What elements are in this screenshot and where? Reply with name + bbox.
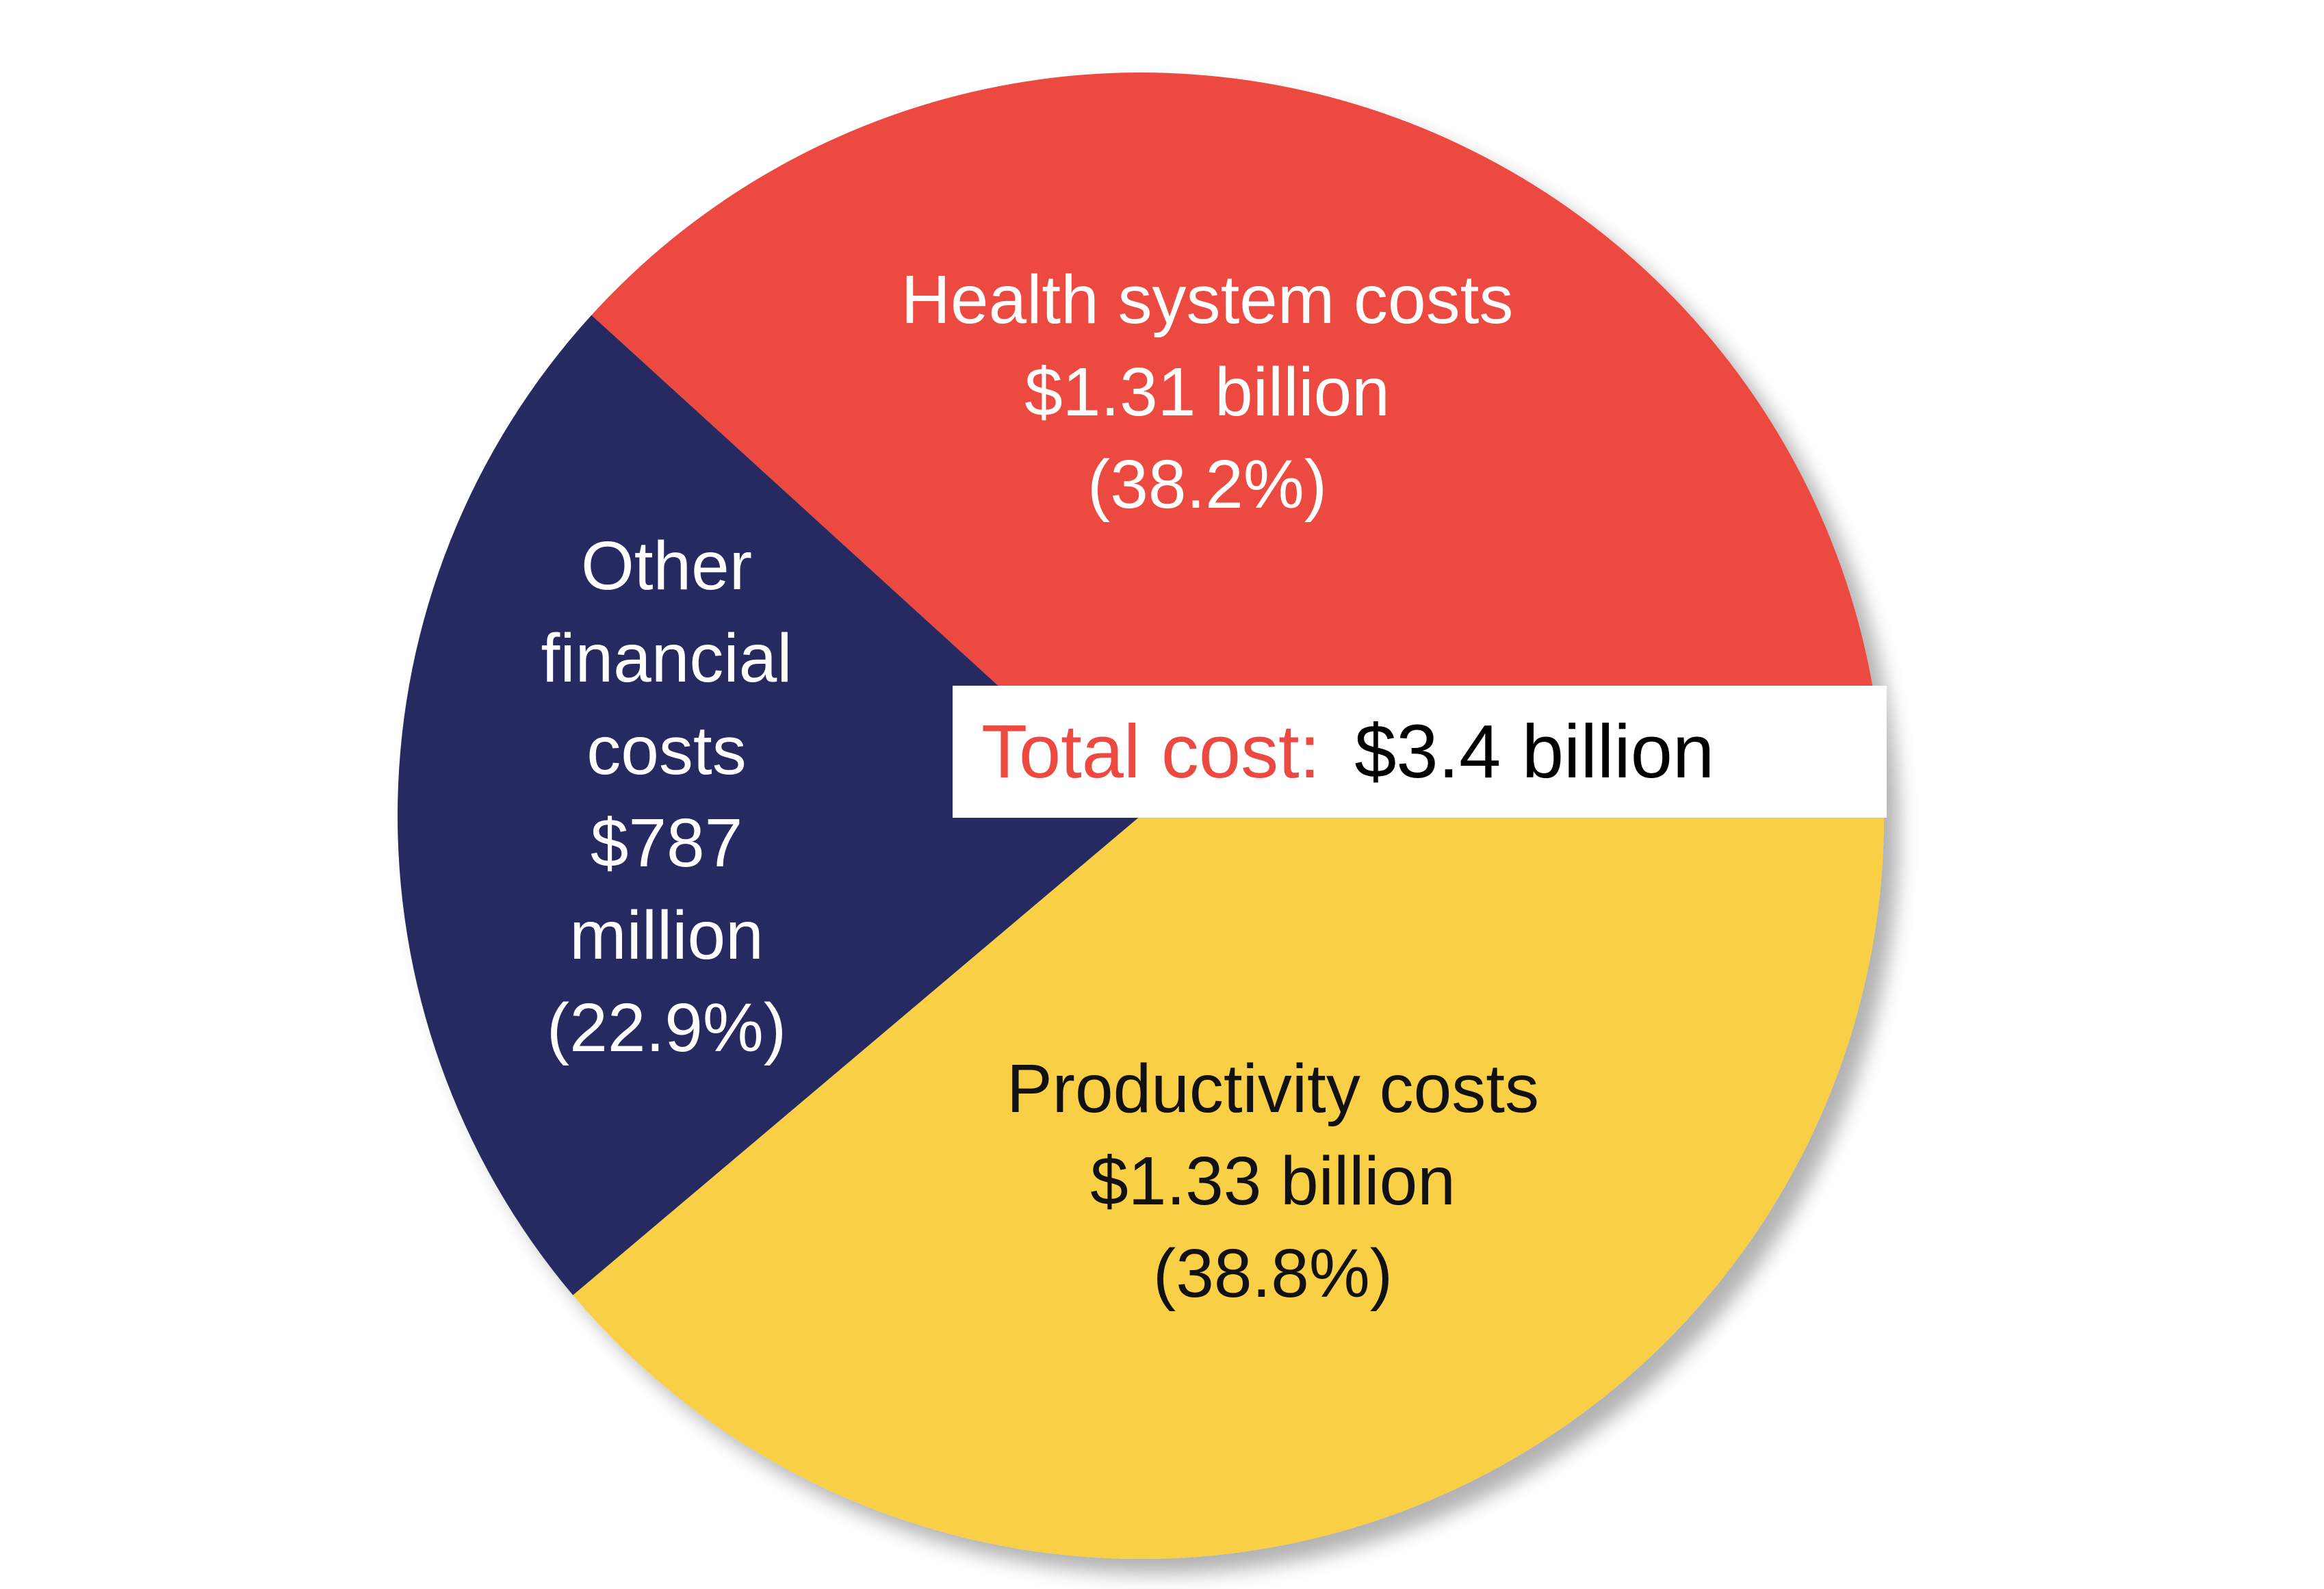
slice-name: Other financial costs <box>541 528 792 789</box>
total-value: $3.4 billion <box>1354 710 1715 794</box>
slice-amount: $787 million <box>569 805 764 974</box>
slice-percent: (38.2%) <box>1087 446 1328 523</box>
pie-slice <box>573 816 1884 1559</box>
pie-slice <box>397 315 1141 1295</box>
pie-slice <box>591 72 1884 816</box>
slice-name: Health system costs <box>901 261 1514 338</box>
slice-label: Health system costs $1.31 billion (38.2%) <box>797 254 1618 531</box>
slice-percent: (22.9%) <box>546 990 787 1066</box>
slice-label: Other financial costs $787 million (22.9%) <box>489 520 844 1074</box>
total-label: Total cost: <box>981 710 1321 794</box>
slice-percent: (38.8%) <box>1152 1235 1393 1312</box>
total-box: Total cost: $3.4 billion <box>953 686 1887 818</box>
pie <box>397 72 1884 1559</box>
slice-amount: $1.33 billion <box>1090 1143 1456 1219</box>
slice-amount: $1.31 billion <box>1024 354 1390 430</box>
slice-name: Productivity costs <box>1006 1050 1540 1127</box>
slice-label: Productivity costs $1.33 billion (38.8%) <box>862 1043 1683 1320</box>
